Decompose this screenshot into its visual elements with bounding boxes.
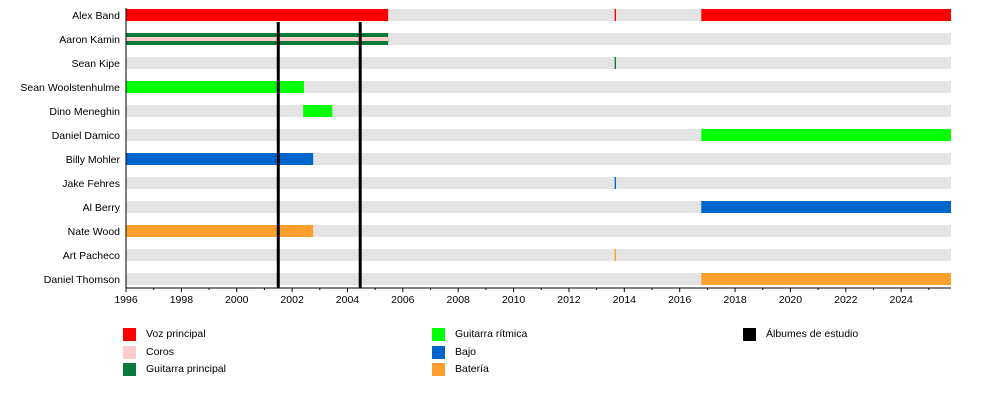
row-background — [126, 81, 951, 93]
member-label: Sean Kipe — [72, 58, 121, 70]
bar-gp — [614, 57, 617, 69]
legend-item-voz: Voz principal — [123, 327, 206, 341]
x-tick-label: 2000 — [225, 294, 249, 306]
legend-label: Bajo — [455, 346, 477, 358]
x-tick-label: 2020 — [779, 294, 803, 306]
x-tick-label: 2012 — [557, 294, 581, 306]
row-background — [126, 153, 951, 165]
x-tick-label: 2008 — [447, 294, 471, 306]
legend-swatch — [123, 327, 136, 341]
legend-item-gr: Guitarra rítmica — [432, 327, 527, 341]
legend-swatch — [123, 345, 136, 359]
row-background — [126, 105, 951, 117]
legend-swatch — [123, 362, 136, 376]
member-label: Billy Mohler — [66, 154, 121, 166]
x-tick-label: 2024 — [889, 294, 913, 306]
bar-gr — [126, 81, 305, 93]
legend-item-alb: Álbumes de estudio — [743, 327, 858, 341]
bar-bajo — [701, 201, 951, 213]
legend-label: Voz principal — [146, 328, 206, 340]
x-tick-label: 2016 — [668, 294, 692, 306]
member-label: Sean Woolstenhulme — [20, 82, 120, 94]
x-tick-label: 2022 — [834, 294, 858, 306]
row-background — [126, 177, 951, 189]
x-tick-label: 2010 — [502, 294, 526, 306]
member-label: Art Pacheco — [63, 250, 120, 262]
x-tick-label: 2006 — [391, 294, 415, 306]
member-label: Al Berry — [83, 202, 121, 214]
x-tick-label: 2004 — [336, 294, 360, 306]
member-label: Nate Wood — [68, 226, 120, 238]
legend-label: Coros — [146, 346, 175, 358]
bar-gr — [303, 105, 333, 117]
bar-voz — [614, 9, 617, 21]
album-line — [276, 22, 280, 288]
bar-coros — [126, 37, 389, 41]
row-background — [126, 57, 951, 69]
legend-label: Batería — [455, 363, 489, 375]
x-tick-label: 2018 — [723, 294, 747, 306]
bar-bajo — [614, 177, 617, 189]
member-label: Dino Meneghin — [49, 106, 120, 118]
x-tick-label: 2002 — [280, 294, 304, 306]
bar-gr — [701, 129, 951, 141]
legend-item-gp: Guitarra principal — [123, 362, 226, 376]
legend-swatch — [432, 362, 445, 376]
legend-swatch — [743, 327, 756, 341]
legend-swatch — [432, 327, 445, 341]
x-tick-label: 1998 — [170, 294, 194, 306]
member-label: Daniel Thomson — [44, 274, 120, 286]
bar-bat — [701, 273, 951, 285]
bar-voz — [126, 9, 389, 21]
bar-voz — [701, 9, 951, 21]
legend-label: Guitarra rítmica — [455, 328, 528, 340]
bar-bajo — [126, 153, 314, 165]
member-label: Jake Fehres — [62, 178, 120, 190]
legend-swatch — [432, 345, 445, 359]
member-label: Daniel Damico — [52, 130, 120, 142]
member-label: Aaron Kamin — [59, 34, 120, 46]
legend-label: Álbumes de estudio — [766, 328, 859, 340]
x-tick-label: 1996 — [114, 294, 138, 306]
legend-item-bat: Batería — [432, 362, 489, 376]
x-tick-label: 2014 — [613, 294, 637, 306]
member-label: Alex Band — [72, 10, 120, 22]
legend-label: Guitarra principal — [146, 363, 226, 375]
album-line — [358, 22, 362, 288]
legend-item-coros: Coros — [123, 345, 174, 359]
legend-item-bajo: Bajo — [432, 345, 476, 359]
row-background — [126, 249, 951, 261]
row-background — [126, 225, 951, 237]
bar-bat — [614, 249, 617, 261]
bar-bat — [126, 225, 314, 237]
